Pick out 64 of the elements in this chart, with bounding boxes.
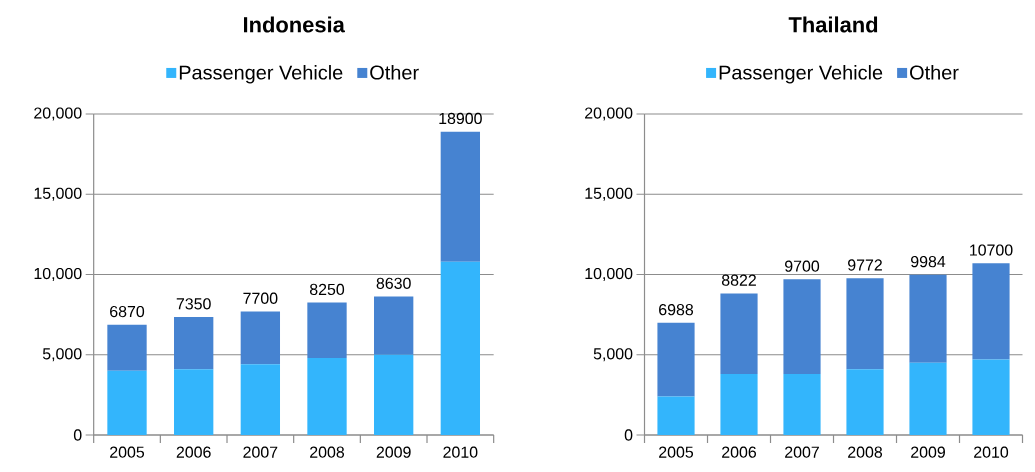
- x-tick-label: 2005: [110, 446, 145, 458]
- bar: [440, 261, 481, 435]
- total-label: 8250: [309, 283, 345, 296]
- x-tick-label: 2007: [785, 446, 819, 458]
- bar: [374, 296, 414, 355]
- x-tick-label: 2008: [310, 446, 345, 458]
- bar: [720, 293, 758, 374]
- bar: [240, 364, 281, 435]
- bar: [909, 274, 947, 363]
- y-tick-label: 0: [73, 429, 82, 441]
- y-tick-label: 20,000: [585, 107, 633, 121]
- total-label: 6988: [659, 304, 694, 316]
- x-tick-label: 2010: [974, 446, 1009, 458]
- bar: [374, 354, 414, 435]
- chart-title: Indonesia: [243, 16, 345, 33]
- bar: [846, 369, 884, 435]
- total-label: 9772: [848, 259, 882, 271]
- bar: [307, 357, 347, 435]
- x-tick-label: 2007: [243, 446, 278, 458]
- bar: [657, 322, 695, 397]
- x-tick-label: 2006: [176, 446, 211, 458]
- bar: [107, 370, 147, 435]
- total-label: 7350: [176, 298, 211, 310]
- total-label: 9700: [785, 260, 820, 272]
- x-tick-label: 2006: [722, 446, 757, 458]
- bar: [657, 396, 695, 435]
- x-tick-label: 2008: [848, 446, 883, 458]
- y-tick-label: 10,000: [585, 267, 633, 282]
- bar: [440, 131, 481, 262]
- bar: [972, 263, 1010, 360]
- legend-label: Passenger Vehicle: [719, 64, 883, 84]
- y-tick-label: 10,000: [34, 267, 82, 282]
- total-label: 9984: [911, 255, 946, 268]
- y-tick-label: 5,000: [593, 348, 633, 362]
- bar: [783, 279, 821, 374]
- y-tick-label: 15,000: [34, 187, 82, 201]
- bar: [783, 374, 821, 435]
- bar: [307, 302, 347, 358]
- bar: [107, 324, 147, 371]
- y-tick-label: 0: [624, 429, 633, 441]
- y-tick-label: 5,000: [42, 348, 82, 362]
- legend-label: Passenger Vehicle: [179, 64, 343, 84]
- bar: [909, 362, 947, 435]
- total-label: 6870: [110, 305, 145, 318]
- total-label: 18900: [439, 112, 482, 125]
- y-tick-label: 15,000: [585, 187, 633, 201]
- legend-label: Other: [910, 64, 959, 80]
- bar: [846, 278, 884, 370]
- legend-label: Other: [370, 64, 419, 80]
- x-tick-label: 2009: [376, 446, 411, 458]
- bar: [174, 369, 214, 435]
- total-label: 8630: [376, 277, 411, 289]
- total-label: 10700: [970, 244, 1013, 256]
- bar: [240, 311, 281, 365]
- bar: [720, 374, 758, 435]
- x-tick-label: 2009: [911, 446, 945, 458]
- x-tick-label: 2005: [659, 446, 694, 458]
- bar: [972, 359, 1010, 435]
- y-tick-label: 20,000: [34, 107, 82, 121]
- x-tick-label: 2010: [443, 446, 478, 458]
- total-label: 7700: [243, 292, 278, 304]
- bar: [174, 317, 214, 370]
- chart-title: Thailand: [788, 16, 878, 33]
- total-label: 8822: [721, 274, 756, 286]
